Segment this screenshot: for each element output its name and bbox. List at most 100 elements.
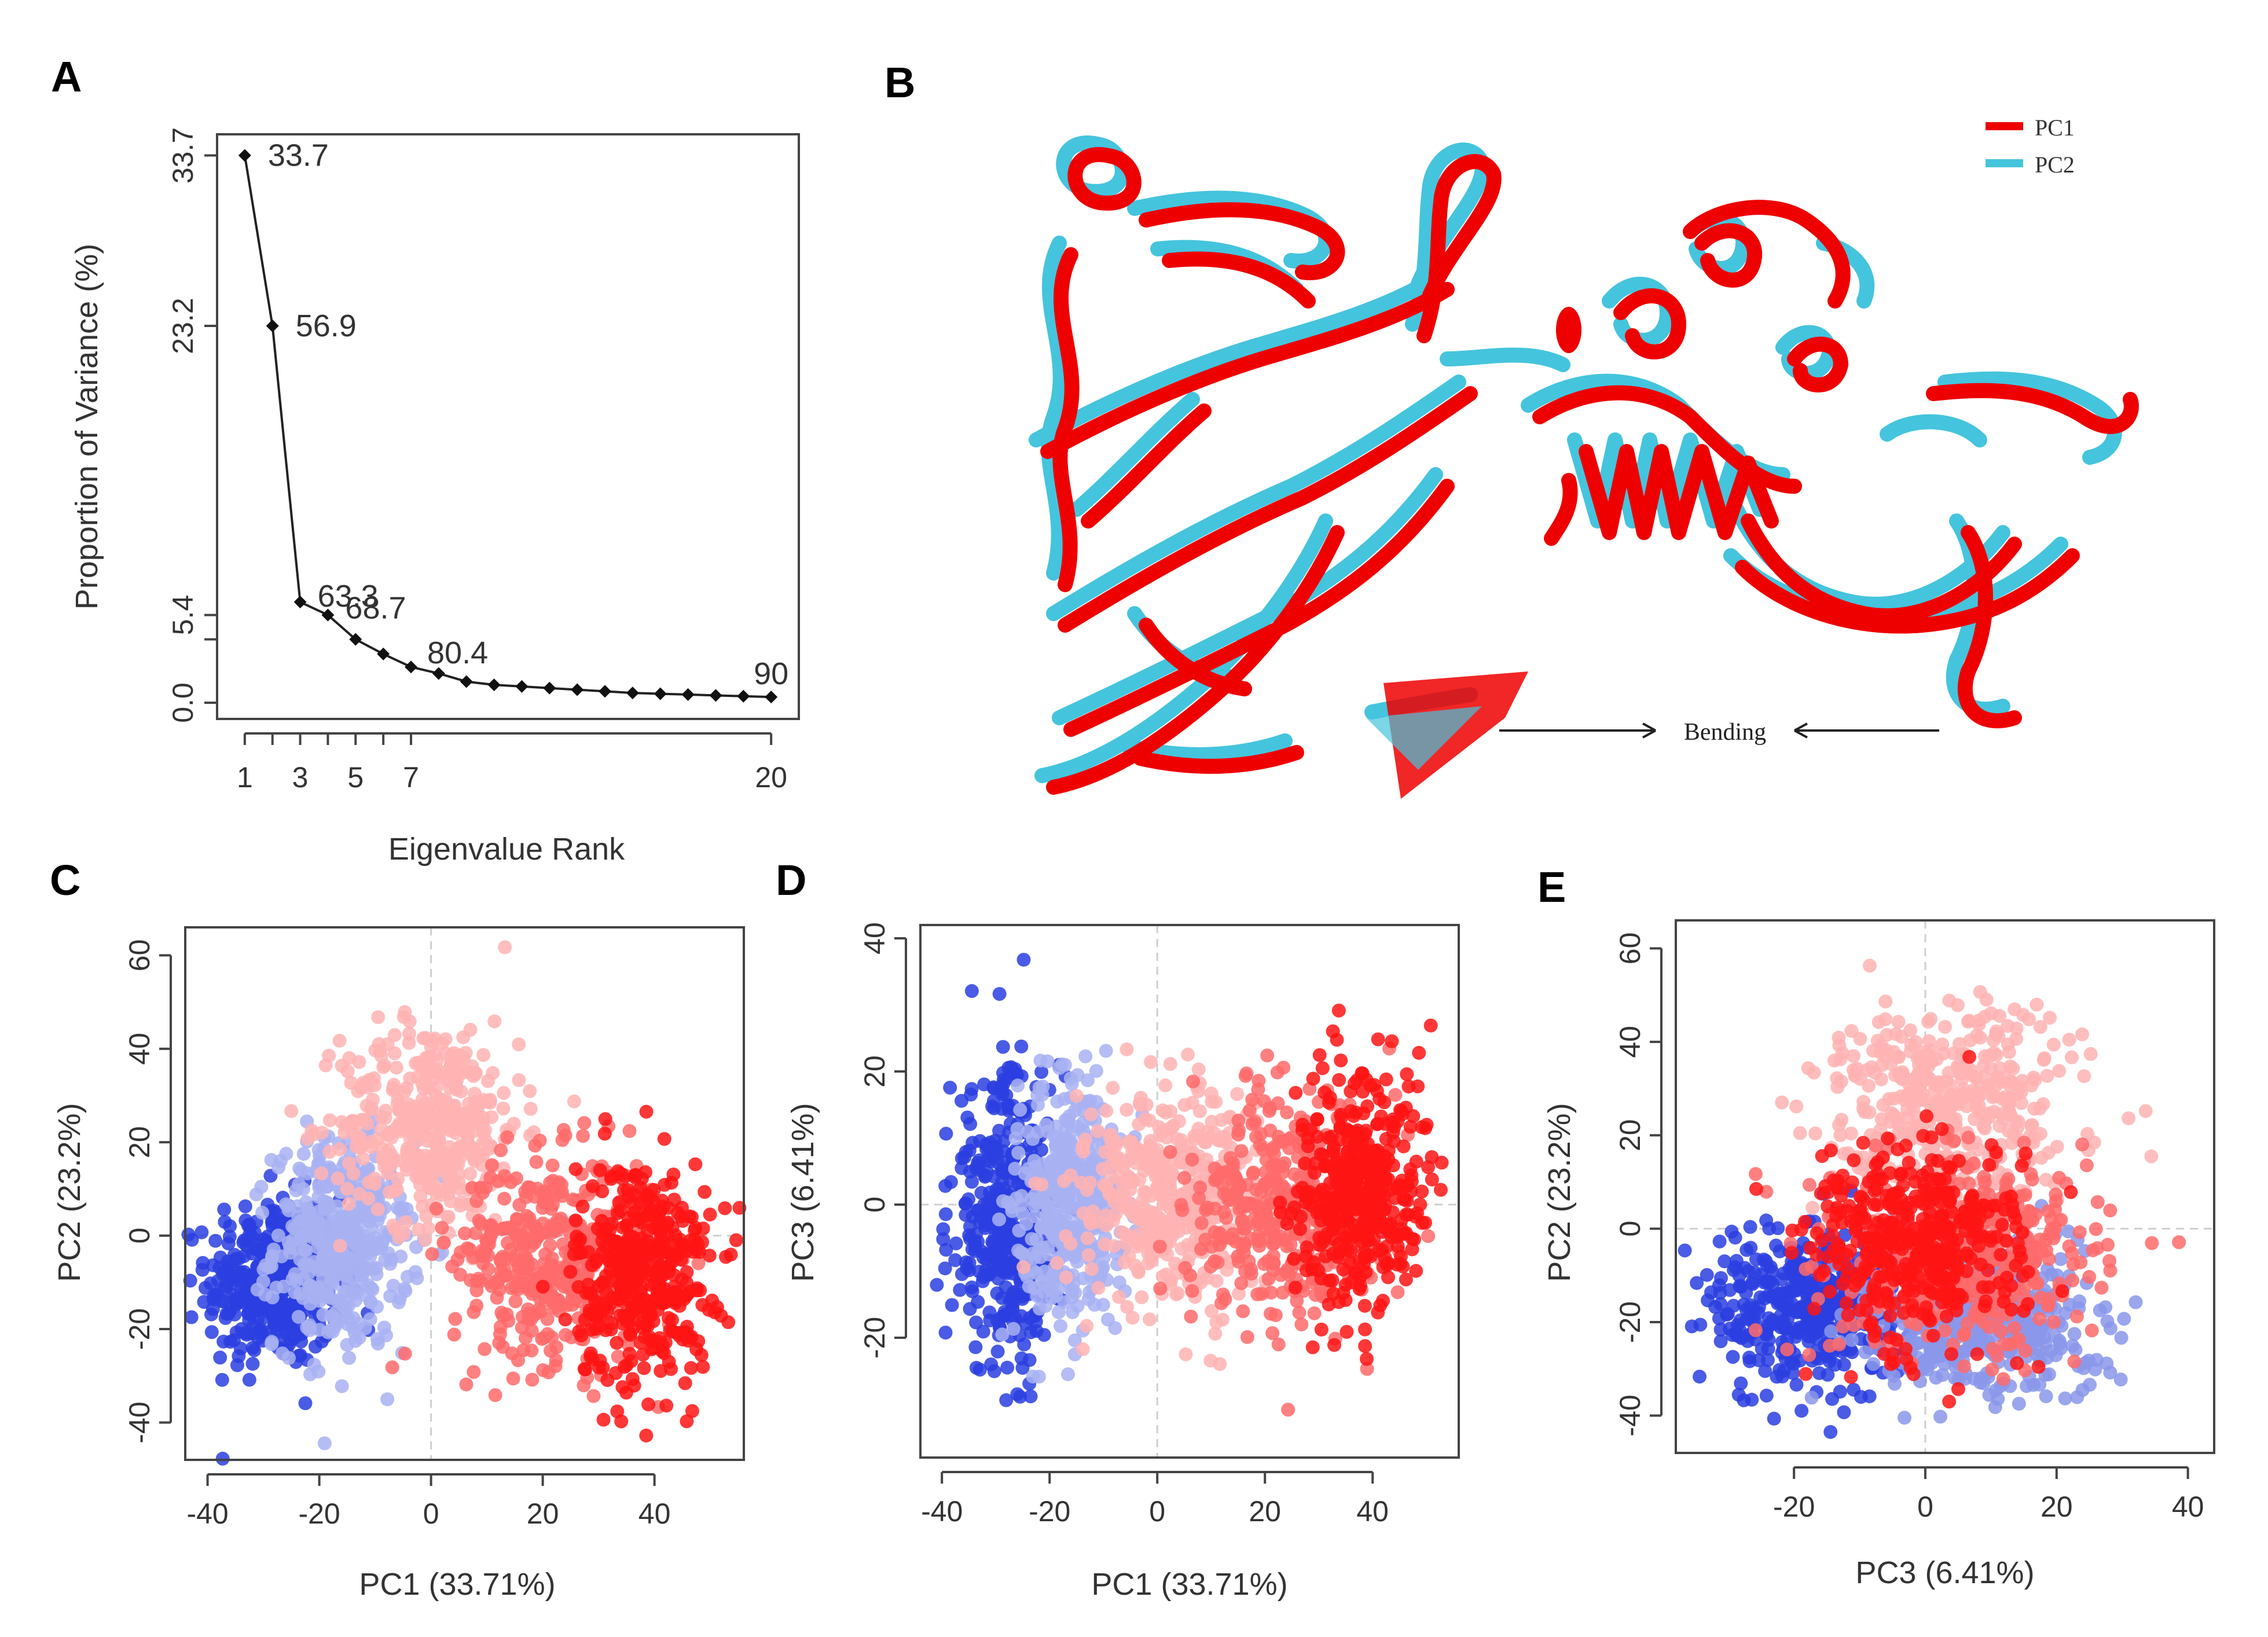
scatter-point-pink [1120,1103,1134,1117]
scatter-point-light-blue [1053,1319,1067,1333]
scatter-point-light-red [463,1242,477,1257]
scatter-point-pink [1830,1080,1845,1094]
x-tick-label: 20 [527,1497,559,1530]
scatter-point-light-blue [1038,1298,1053,1313]
scatter-point-red [1310,1113,1324,1127]
scatter-point-red [685,1404,699,1418]
scatter-point-light-red [429,1201,443,1216]
scatter-point-light-red [576,1129,590,1143]
scatter-point-pink [1163,1171,1177,1185]
scatter-point-blue [963,1165,977,1179]
y-tick-label: 0 [858,1196,891,1213]
scree-point [487,678,501,692]
scatter-point-red [1299,1263,1313,1278]
scatter-point-light-red [467,1365,481,1379]
scatter-point-light-blue [286,1233,300,1247]
scatter-point-light-blue [312,1284,326,1299]
scree-point-labels: 33.756.963.368.780.490 [268,138,788,691]
scatter-point-pink [1179,1347,1193,1361]
scatter-point-red [1358,1322,1372,1337]
scatter-point-pink [1086,1205,1100,1219]
scatter-point-blue [210,1287,224,1301]
scatter-point-light-red [488,1388,502,1403]
scatter-point-light-red [496,1221,511,1236]
scatter-point-pink [1102,1185,1117,1199]
scatter-point-red [1377,1202,1392,1217]
scatter-point-red [634,1280,649,1295]
scatter-point-blue [185,1232,199,1247]
scatter-point-pink [1924,1012,1938,1026]
scatter-point-light-blue [317,1201,332,1216]
scatter-point-red [1403,1120,1418,1134]
scatter-point-red [714,1309,728,1323]
scatter-point-pink [318,1058,333,1073]
scatter-point-pink [419,1209,434,1223]
scatter-point-light-red [1236,1304,1250,1319]
scatter-point-pink [1946,1046,1961,1060]
scree-point [599,685,611,698]
scatter-point-pink [446,1099,460,1113]
scatter-point-pink [1973,1030,1987,1045]
scatter-point-red [596,1412,611,1427]
scatter-point-pink [1903,1023,1918,1037]
scatter-point-pink [1077,1138,1091,1152]
scatter-point-blue [975,1274,990,1289]
scatter-point-red [1339,1324,1354,1339]
scatter-point-pink [322,1113,337,1128]
scatter-point-red [684,1361,698,1375]
scatter-point-light-red [492,1282,507,1297]
scatter-point-light-red [509,1212,524,1226]
scatter-point-red [647,1183,661,1197]
scree-point [709,689,722,702]
scatter-point-pink [1230,1087,1245,1101]
scatter-point-pink [1180,1238,1195,1252]
scatter-point-pink [1164,1104,1178,1118]
scatter-point-light-blue [283,1246,298,1260]
scatter-point-blue [987,1256,1001,1271]
scatter-point-pink [389,1060,403,1075]
scatter-point-light-red [467,1305,481,1319]
scatter-point-red [1382,1224,1396,1239]
scatter-point-red [658,1177,672,1192]
scatter-point-light-blue [1065,1305,1080,1319]
scatter-point-pink [342,1051,357,1065]
scatter-point-blue [243,1227,257,1242]
scatter-point-red [640,1234,655,1249]
scatter-point-blue [972,1363,987,1377]
scatter-point-red [655,1194,669,1208]
scatter-point-red [660,1215,675,1229]
scatter-point-red [1312,1048,1327,1062]
scatter-point-light-blue [303,1206,318,1220]
scatter-d-y-label: PC3 (6.41%) [786,1103,820,1282]
scree-point [515,680,529,693]
scatter-point-red [678,1376,692,1390]
scatter-point-red [1379,1072,1393,1087]
scree-point [626,687,639,700]
scatter-point-pink [1144,1249,1159,1263]
scatter-point-light-red [474,1273,488,1288]
scatter-point-blue [960,1110,975,1125]
scatter-point-blue [197,1295,211,1309]
scatter-point-red [680,1414,694,1429]
scatter-point-light-red [478,1242,493,1257]
scatter-point-light-blue [1014,1198,1028,1212]
scatter-point-pink [1969,1070,1983,1085]
scatter-point-pink [376,1060,391,1074]
scatter-point-light-red [1260,1048,1275,1063]
scatter-point-red [653,1290,667,1304]
scatter-point-pink [1133,1091,1148,1105]
scatter-point-pink [1143,1133,1158,1148]
scatter-point-pink [1080,1319,1094,1333]
scatter-point-pink [1865,1060,1879,1074]
scatter-point-pink [391,1172,405,1186]
scatter-point-pink [352,1187,366,1201]
scatter-point-light-blue [410,1271,424,1286]
scatter-point-red [1394,1104,1408,1118]
scatter-point-pink [378,1110,392,1125]
scatter-point-red [694,1348,709,1362]
scatter-point-pink [523,1102,538,1116]
scatter-point-light-blue [281,1351,296,1366]
scatter-point-pink [1844,1126,1858,1141]
scatter-point-pink [1891,1015,1906,1029]
